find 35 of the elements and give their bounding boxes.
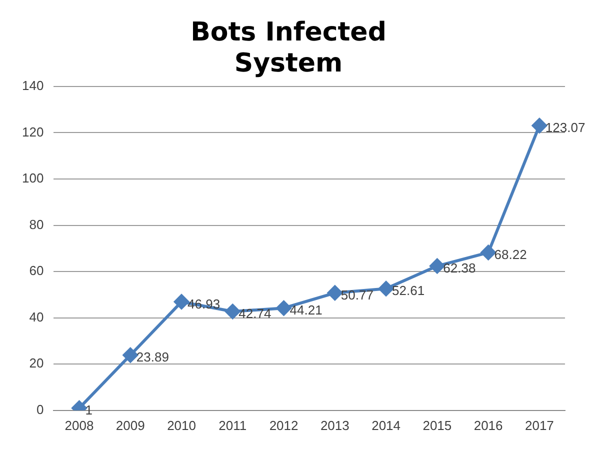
y-tick-label: 140	[22, 78, 44, 93]
text: System	[234, 48, 343, 79]
data-label: 52.61	[392, 283, 425, 298]
y-tick-label: 60	[29, 263, 44, 278]
point	[122, 348, 138, 363]
data-label: 68.22	[494, 247, 527, 262]
x-tick-label: 2009	[116, 418, 145, 433]
y-tick-label: 0	[36, 402, 44, 417]
point	[532, 118, 547, 134]
x-tick-label: 2016	[474, 418, 503, 433]
data-label: 123.07	[545, 120, 586, 136]
text: Bots Infected	[190, 17, 386, 48]
point	[276, 300, 292, 316]
x-tick-label: 2012	[269, 418, 298, 433]
x-tick-label: 2010	[167, 418, 196, 433]
point	[225, 304, 240, 319]
x-tick-label: 2011	[218, 418, 247, 433]
y-tick-label: 80	[29, 216, 44, 232]
point	[430, 258, 445, 274]
x-tick-label: 2017	[524, 418, 554, 433]
y-tick-label: 120	[22, 124, 44, 140]
x-tick-label: 2014	[372, 418, 400, 433]
point	[480, 245, 496, 260]
y-tick-label: 20	[29, 356, 44, 371]
point	[174, 294, 190, 310]
point	[378, 281, 394, 296]
x-tick-label: 2013	[320, 418, 350, 433]
data-label: 44.21	[290, 302, 322, 318]
y-tick-label: 100	[22, 170, 44, 186]
y-tick-label: 40	[29, 309, 44, 324]
data-label: 62.38	[443, 260, 476, 276]
point	[327, 285, 342, 300]
data-label: 23.89	[136, 350, 169, 365]
x-tick-label: 2015	[422, 418, 452, 433]
x-tick-label: 2008	[64, 418, 94, 433]
